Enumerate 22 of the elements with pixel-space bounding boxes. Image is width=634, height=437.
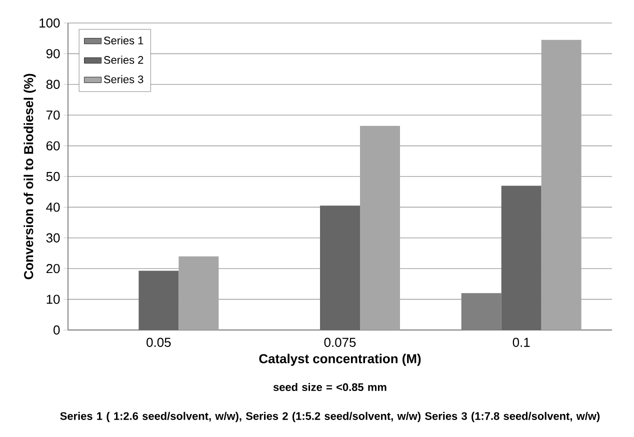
- y-axis-title: Conversion of oil to Biodiesel (%): [24, 74, 36, 280]
- x-tick-label: 0.1: [512, 338, 530, 347]
- y-tick-label: 80: [46, 80, 60, 89]
- x-tick-label: 0.05: [146, 338, 171, 347]
- y-tick-label: 0: [54, 325, 60, 335]
- y-tick-label: 70: [46, 110, 60, 120]
- text: Series 1 ( 1:2.6 seed/solvent, w/w), Series 2 (1:5.2 seed/solvent, w/w) Series 3 (1:7.8 seed/solvent, w/w): [60, 412, 600, 422]
- y-tick-label: 60: [46, 141, 60, 150]
- y-tick-label: 40: [46, 202, 60, 212]
- x-tick-label: 0.075: [324, 338, 356, 347]
- legend-label: Series 3: [104, 75, 144, 84]
- y-tick-label: 90: [46, 49, 60, 58]
- y-tick-label: 20: [46, 264, 60, 274]
- y-tick-label: 10: [46, 294, 60, 304]
- legend-label: Series 1: [104, 36, 144, 44]
- bar: [461, 293, 502, 330]
- y-tick-label: 100: [40, 18, 60, 28]
- y-tick-label: 30: [46, 233, 60, 242]
- y-tick-label: 50: [46, 172, 60, 182]
- x-axis-title: Catalyst concentration (M): [259, 354, 421, 366]
- legend-label: Series 2: [104, 56, 144, 64]
- text: seed size = <0.85 mm: [273, 382, 386, 392]
